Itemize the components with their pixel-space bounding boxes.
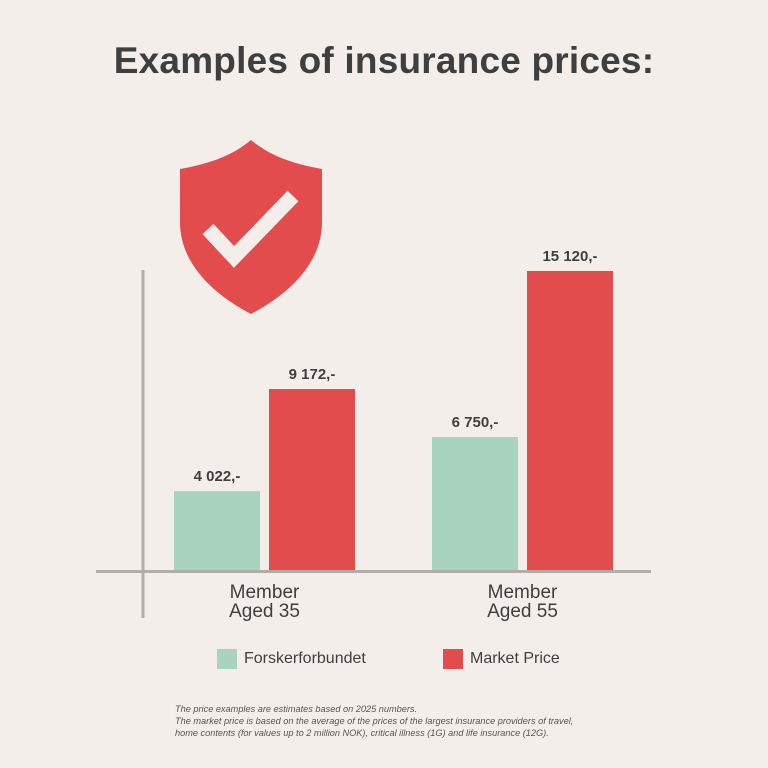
data-label: 4 022,-	[194, 468, 241, 485]
legend-item-forskerforbundet: Forskerforbundet	[217, 647, 366, 671]
category-tick-label: Aged 35	[229, 601, 300, 622]
legend-swatch-market-price	[443, 649, 463, 669]
data-label: 15 120,-	[542, 248, 597, 265]
axes-group	[96, 270, 651, 618]
data-label: 9 172,-	[289, 366, 336, 383]
checkmark-shape	[202, 190, 299, 268]
bars-group: 4 022,- 9 172,- 6 750,- 15 120,-	[174, 248, 613, 571]
footnote-line: home contents (for values up to 2 millio…	[175, 728, 549, 738]
shield-check-icon	[180, 140, 322, 314]
bar-forskerforbundet-1	[174, 491, 260, 571]
category-tick-label: Member	[230, 582, 300, 603]
legend: Forskerforbundet Market Price	[0, 647, 768, 671]
data-label: 6 750,-	[452, 414, 499, 431]
bar-market-price-2	[527, 271, 613, 571]
category-tick-label: Member	[488, 582, 558, 603]
legend-swatch-forskerforbundet	[217, 649, 237, 669]
shield-shape	[180, 140, 322, 314]
bar-market-price-1	[269, 389, 355, 571]
footnote: The price examples are estimates based o…	[175, 703, 735, 739]
legend-label-forskerforbundet: Forskerforbundet	[244, 650, 366, 667]
bar-forskerforbundet-2	[432, 437, 518, 571]
page-title: Examples of insurance prices:	[113, 40, 655, 81]
footnote-line: The price examples are estimates based o…	[175, 704, 418, 714]
legend-label-market-price: Market Price	[470, 650, 560, 667]
category-tick-label: Aged 55	[487, 601, 558, 622]
legend-item-market-price: Market Price	[443, 647, 560, 671]
footnote-line: The market price is based on the average…	[175, 716, 574, 726]
